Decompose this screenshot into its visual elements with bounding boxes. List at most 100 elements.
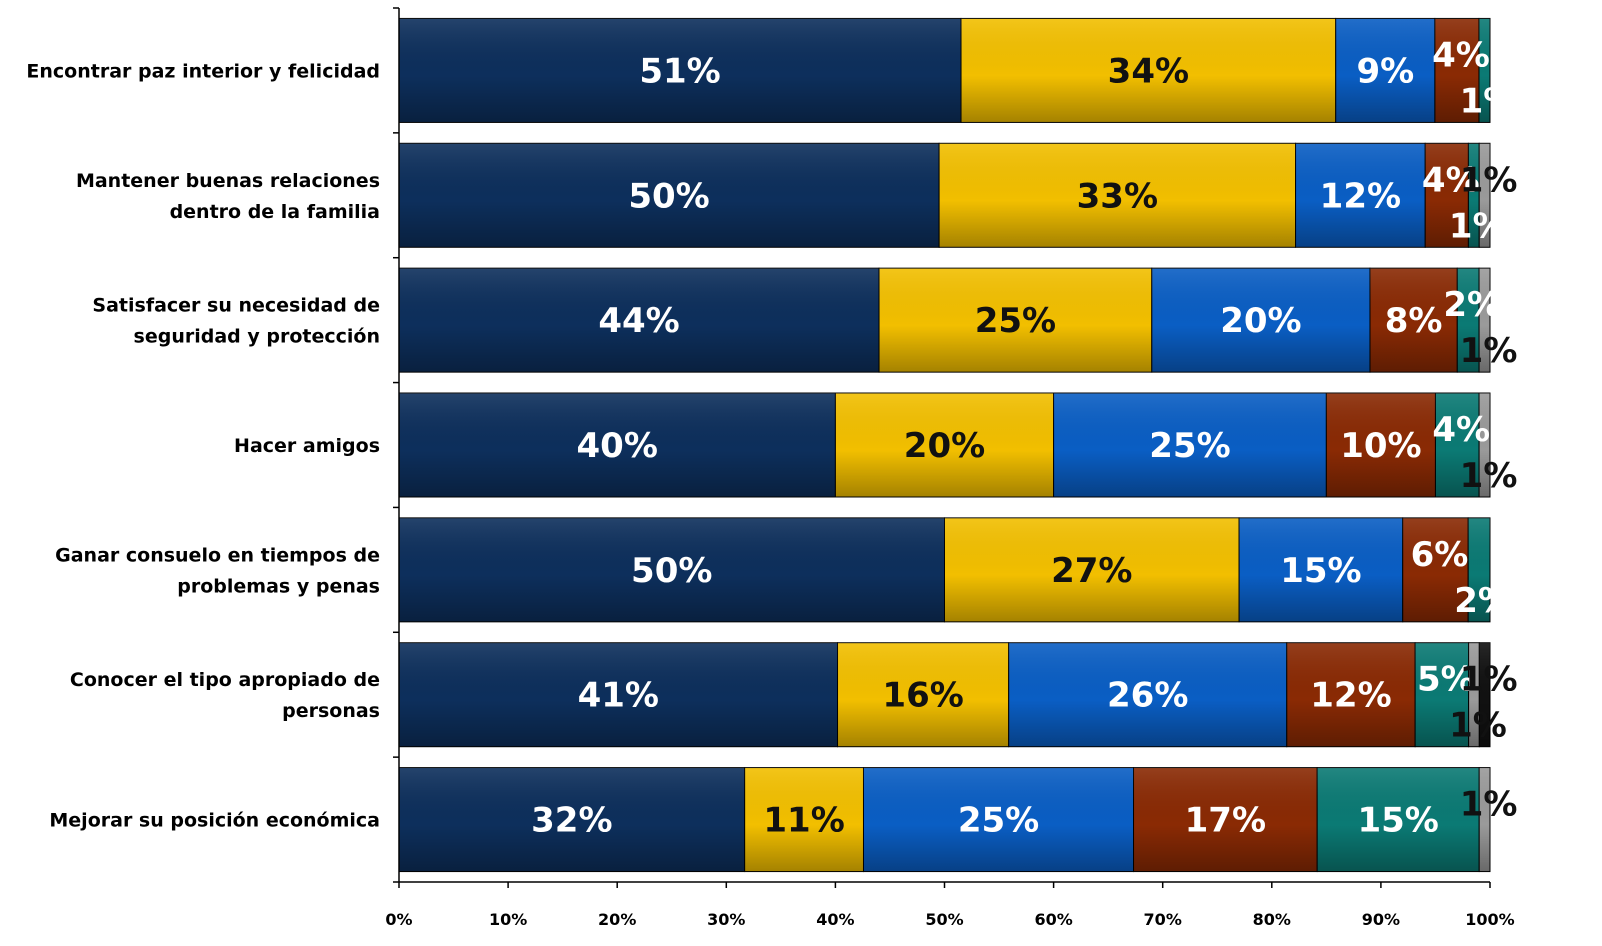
bar-segment-shading	[399, 393, 836, 497]
bar-segment-shading	[835, 393, 1054, 497]
bar-segment-shading	[1402, 517, 1469, 622]
data-label: 20%	[1220, 301, 1301, 341]
bar-segment-shading	[1468, 517, 1490, 622]
bar-segment-shading	[1479, 268, 1490, 373]
bar-segment-shading	[1468, 143, 1480, 248]
data-label: 15%	[1280, 551, 1361, 591]
bar-segment-shading	[1008, 642, 1287, 747]
bar-segment-shading	[1415, 642, 1469, 747]
x-tick-label: 40%	[816, 910, 854, 929]
bar-segment-shading	[1425, 143, 1469, 248]
data-label-small: 6%	[1411, 535, 1469, 575]
bar-segment-shading	[399, 143, 940, 248]
category-label: seguridad y protección	[134, 326, 380, 348]
data-label: 10%	[1340, 426, 1421, 466]
data-label: 33%	[1077, 176, 1158, 216]
data-label-small: 1%	[1449, 206, 1507, 246]
data-label: 27%	[1051, 551, 1132, 591]
bar-segment-shading	[1479, 642, 1490, 747]
data-label: 26%	[1107, 676, 1188, 716]
bar-segment-shading	[1286, 642, 1416, 747]
category-label: dentro de la familia	[170, 201, 380, 223]
data-label-small: 2%	[1443, 285, 1501, 325]
data-label-small: 2%	[1454, 581, 1512, 621]
category-label: Mantener buenas relaciones	[76, 170, 380, 192]
bar-segment-shading	[1326, 393, 1436, 497]
bar-segment-shading	[1133, 767, 1318, 872]
bar-segment-shading	[399, 517, 945, 622]
bar-segment-shading	[399, 268, 880, 373]
data-label: 8%	[1385, 301, 1443, 341]
data-label-small: 4%	[1432, 410, 1490, 450]
data-label: 17%	[1185, 801, 1266, 841]
bar-segment-shading	[1239, 517, 1403, 622]
bar-segment-shading	[399, 642, 838, 747]
bar-segment-shading	[879, 268, 1152, 373]
bar-segment-shading	[1479, 143, 1490, 248]
data-label-small: 1%	[1449, 706, 1507, 746]
data-label: 25%	[1149, 426, 1230, 466]
data-label: 25%	[958, 801, 1039, 841]
data-label: 51%	[639, 51, 720, 91]
bar-segment-shading	[1295, 143, 1426, 248]
data-label-small: 1%	[1460, 331, 1518, 371]
bar-segment-shading	[1317, 767, 1480, 872]
data-label-small: 4%	[1432, 35, 1490, 75]
data-label: 34%	[1108, 51, 1189, 91]
data-label: 50%	[628, 176, 709, 216]
bar-segment-shading	[399, 767, 745, 872]
data-label: 50%	[631, 551, 712, 591]
category-label: Conocer el tipo apropiado de	[70, 669, 380, 691]
data-label-small: 1%	[1460, 81, 1518, 121]
x-tick-label: 50%	[925, 910, 963, 929]
data-label: 25%	[975, 301, 1056, 341]
bar-segment-shading	[837, 642, 1009, 747]
bar-segment-shading	[1335, 18, 1435, 123]
bar-segment-shading	[399, 18, 962, 123]
data-label: 9%	[1356, 51, 1414, 91]
data-label-small: 5%	[1417, 660, 1475, 700]
x-tick-label: 20%	[598, 910, 636, 929]
data-label-small: 1%	[1460, 456, 1518, 496]
axes-layer: 0% 10% 20% 30% 40% 50% 60% 70% 80% 90% 100% Encontr…	[26, 7, 1515, 929]
category-label: Satisfacer su necesidad de	[92, 295, 380, 317]
x-tick-label: 0%	[385, 910, 412, 929]
bar-segment-shading	[1479, 767, 1490, 872]
x-tick-label: 60%	[1034, 910, 1072, 929]
data-label: 16%	[882, 676, 963, 716]
category-label: Hacer amigos	[234, 435, 380, 457]
bar-segment-shading	[1478, 18, 1490, 123]
category-label: personas	[282, 700, 380, 722]
data-label: 41%	[578, 676, 659, 716]
x-tick-label: 70%	[1144, 910, 1182, 929]
x-tick-label: 80%	[1253, 910, 1291, 929]
data-label: 20%	[904, 426, 985, 466]
category-label: Ganar consuelo en tiempos de	[55, 544, 380, 566]
data-label-small: 1%	[1460, 660, 1518, 700]
bar-segment-shading	[1468, 642, 1480, 747]
bar-segment-shading	[1053, 393, 1327, 497]
x-tick-label: 90%	[1362, 910, 1400, 929]
bar-segment-shading	[961, 18, 1336, 123]
bar-segment-shading	[1151, 268, 1370, 373]
category-label: problemas y penas	[177, 575, 380, 597]
x-tick-label: 10%	[489, 910, 527, 929]
bar-segment-shading	[744, 767, 864, 872]
data-label-small: 4%	[1422, 160, 1480, 200]
bar-segment-shading	[863, 767, 1134, 872]
bar-segment-shading	[944, 517, 1240, 622]
data-label-small: 1%	[1460, 160, 1518, 200]
bar-segment-shading	[939, 143, 1296, 248]
category-label: Mejorar su posición económica	[49, 810, 380, 832]
data-label: 11%	[763, 801, 844, 841]
data-label: 44%	[598, 301, 679, 341]
bars-layer	[398, 17, 1491, 873]
data-label: 12%	[1310, 676, 1391, 716]
data-labels-layer: 51% 34% 9% 4%1%50% 33% 12% 4%1%1%44% 25% 20% 8% 2%…	[531, 35, 1517, 840]
bar-segment-shading	[1457, 268, 1480, 373]
data-label: 15%	[1357, 801, 1438, 841]
bar-segment-shading	[1369, 268, 1458, 373]
x-tick-label: 30%	[707, 910, 745, 929]
bar-segment-shading	[1434, 18, 1479, 123]
